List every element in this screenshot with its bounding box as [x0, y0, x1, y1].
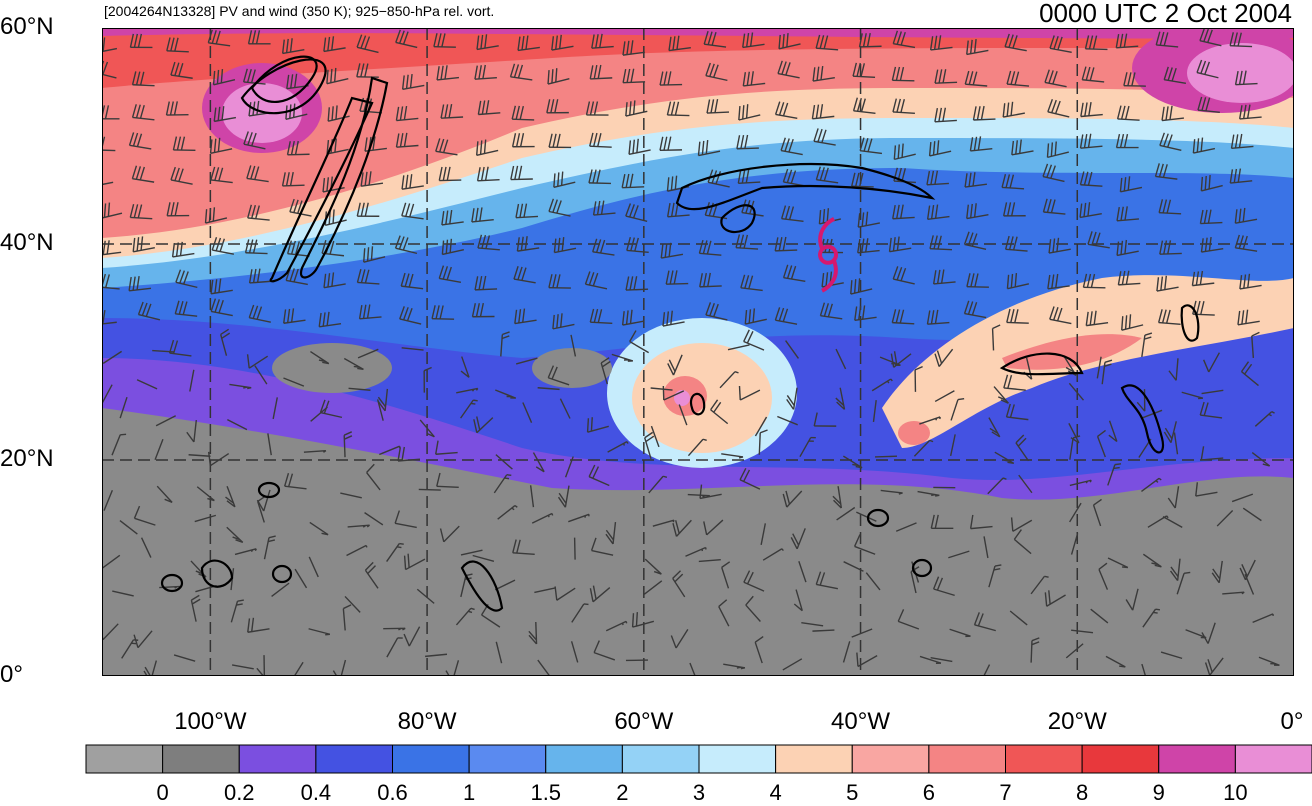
latitude-label: 60°N [0, 13, 54, 41]
colorbar-label: 1 [463, 780, 475, 806]
colorbar-swatch [1006, 745, 1083, 773]
colorbar-label: 1.5 [530, 780, 561, 806]
colorbar-swatch [1159, 745, 1236, 773]
pv-maximum-ne-core [1187, 43, 1294, 103]
colorbar-swatch [622, 745, 699, 773]
pv-streamer-tip [898, 421, 930, 445]
colorbar-swatch [316, 745, 393, 773]
colorbar-swatch [546, 745, 623, 773]
colorbar-swatch [699, 745, 776, 773]
colorbar-label: 6 [923, 780, 935, 806]
colorbar-label: 5 [846, 780, 858, 806]
longitude-label: 60°W [614, 708, 673, 736]
longitude-label: 0° [1281, 708, 1304, 736]
colorbar-label: 4 [770, 780, 782, 806]
colorbar-swatch [776, 745, 853, 773]
colorbar-swatch [1235, 745, 1312, 773]
latitude-label: 40°N [0, 229, 54, 257]
colorbar-label: 2 [616, 780, 628, 806]
colorbar-label: 10 [1223, 780, 1247, 806]
wind-barb [419, 489, 441, 490]
map-subtitle: [2004264N13328] PV and wind (350 K); 925… [104, 3, 494, 19]
colorbar-swatch [86, 745, 163, 773]
colorbar-swatch [239, 745, 316, 773]
colorbar-label: 0 [157, 780, 169, 806]
colorbar-label: 7 [999, 780, 1011, 806]
longitude-label: 40°W [831, 708, 890, 736]
colorbar-swatch [852, 745, 929, 773]
longitude-label: 20°W [1048, 708, 1107, 736]
colorbar-swatch [1082, 745, 1159, 773]
wind-barb [875, 456, 897, 457]
colorbar-label: 0.2 [224, 780, 255, 806]
latitude-label: 0° [0, 661, 23, 689]
colorbar-label: 3 [693, 780, 705, 806]
colorbar-label: 9 [1153, 780, 1165, 806]
colorbar-swatch [163, 745, 240, 773]
pv-wind-map [102, 28, 1294, 676]
colorbar-label: 0.6 [377, 780, 408, 806]
pv-low-patch [532, 348, 612, 388]
colorbar-label: 8 [1076, 780, 1088, 806]
colorbar-label: 0.4 [301, 780, 332, 806]
pv-colorbar [84, 744, 1312, 774]
latitude-label: 20°N [0, 445, 54, 473]
colorbar-swatch [929, 745, 1006, 773]
colorbar-swatch [469, 745, 546, 773]
longitude-label: 80°W [398, 708, 457, 736]
colorbar-swatch [393, 745, 470, 773]
longitude-label: 100°W [174, 708, 246, 736]
map-title: 0000 UTC 2 Oct 2004 [1039, 0, 1292, 29]
